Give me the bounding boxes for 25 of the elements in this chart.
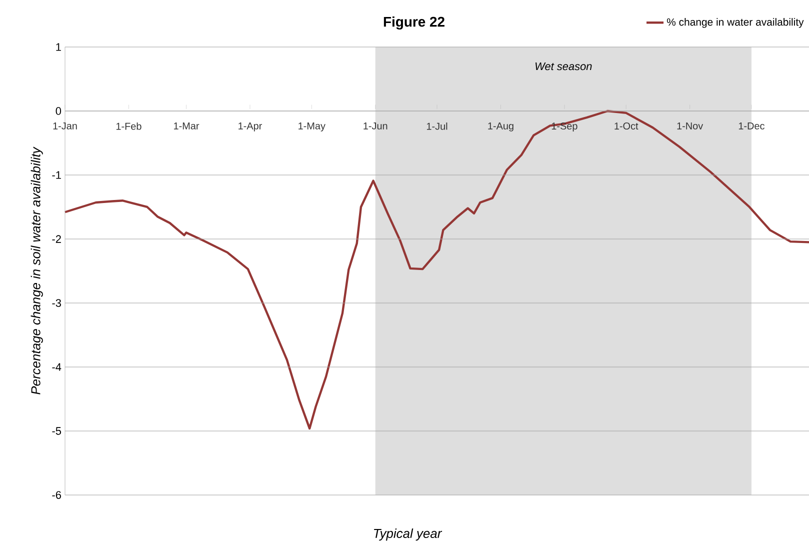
y-tick-label: 1 xyxy=(56,43,61,51)
y-tick-label: -5 xyxy=(52,427,62,435)
x-tick-label: 1-Feb xyxy=(116,122,142,130)
x-axis-title: Typical year xyxy=(374,528,442,541)
legend-label: % change in water availability xyxy=(666,18,804,28)
x-tick-label: 1-Jan xyxy=(53,122,77,130)
x-tick-label: 1-Oct xyxy=(614,122,638,130)
x-tick-label: 1-Aug xyxy=(488,122,514,132)
chart-title: Figure 22 xyxy=(384,16,444,30)
x-tick-label: 1-Dec xyxy=(738,122,764,130)
y-tick-label: -4 xyxy=(52,363,62,371)
x-tick-label: 1-Jul xyxy=(426,122,448,130)
y-tick-label: 0 xyxy=(56,107,62,115)
y-axis-title: Percentage change in soil water availability xyxy=(30,146,43,394)
x-tick-label: 1-Nov xyxy=(677,122,704,130)
y-tick-label: -2 xyxy=(52,235,61,243)
band-label: Wet season xyxy=(536,62,592,70)
x-tick-label: 1-Mar xyxy=(174,122,200,130)
x-tick-label: 1-Jun xyxy=(364,122,388,130)
x-tick-label: 1-Sep xyxy=(552,122,578,132)
y-tick-label: -3 xyxy=(52,299,61,307)
y-tick-label: -1 xyxy=(52,171,61,179)
x-tick-label: 1-Apr xyxy=(238,122,262,132)
x-tick-label: 1-May xyxy=(298,122,326,132)
y-tick-label: -6 xyxy=(52,491,61,499)
